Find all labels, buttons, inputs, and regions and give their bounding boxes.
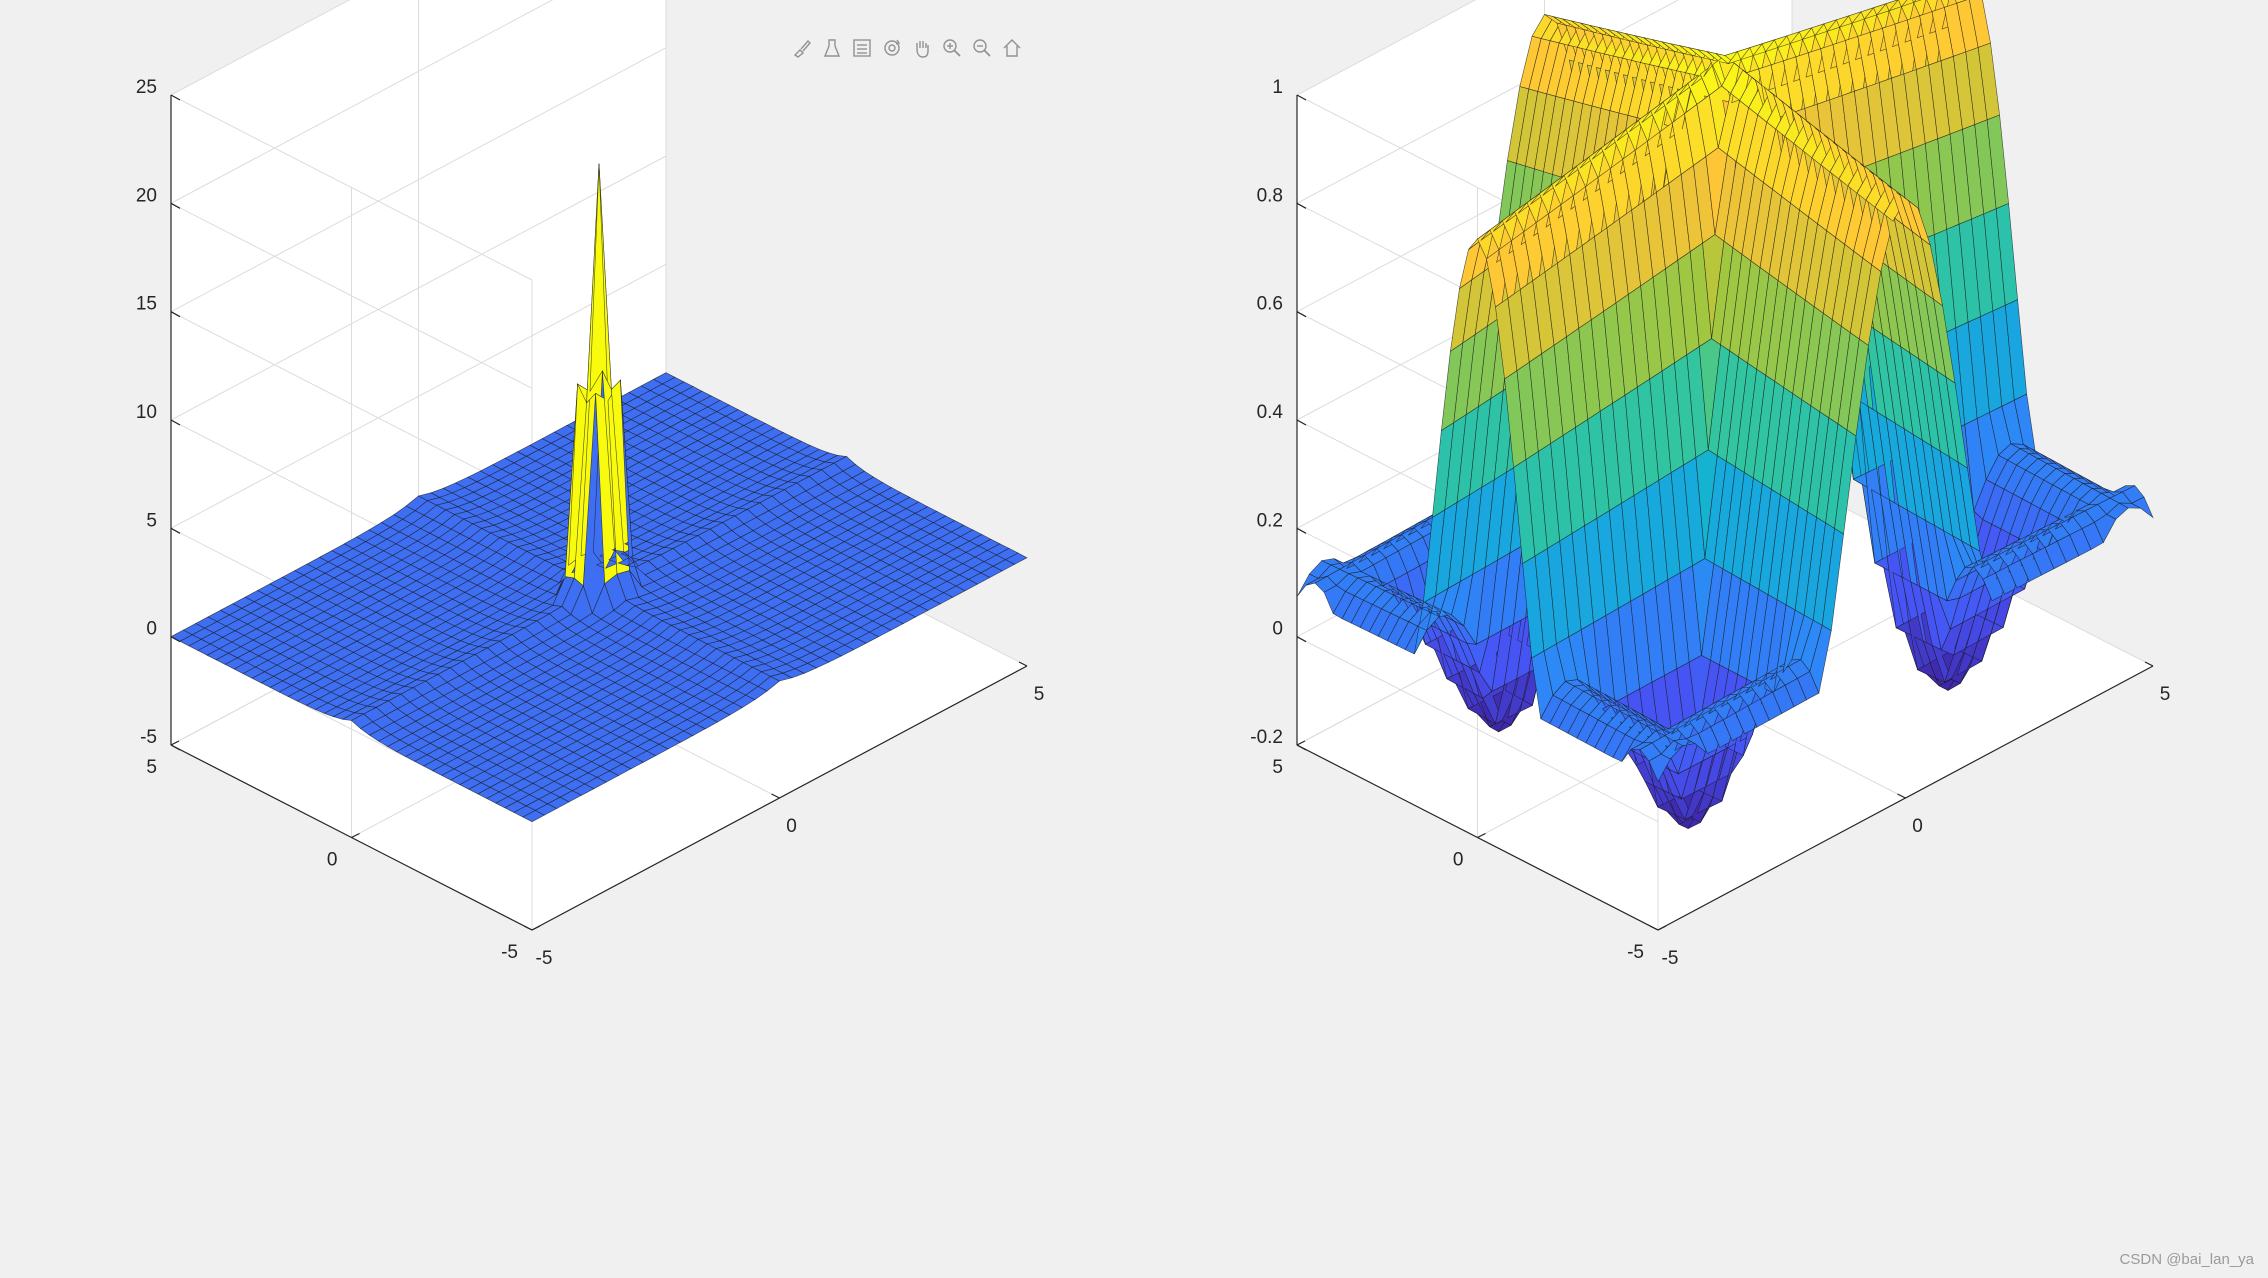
y-tick-label: -5 xyxy=(1627,942,1644,963)
y-tick-mark xyxy=(1657,925,1667,931)
y-tick-label: -5 xyxy=(501,942,518,963)
y-tick-mark xyxy=(351,832,360,839)
z-tick-label: 0.4 xyxy=(1257,402,1284,423)
x-tick-mark xyxy=(2144,661,2154,667)
y-tick-label: 0 xyxy=(1453,850,1464,871)
y-tick-label: 5 xyxy=(146,757,157,778)
z-tick-mark xyxy=(1296,311,1307,318)
z-tick-mark xyxy=(170,419,181,426)
surface-mesh xyxy=(1296,0,2154,830)
z-tick-label: 0 xyxy=(1272,619,1283,640)
z-tick-mark xyxy=(170,94,181,101)
left-surface-axes[interactable]: -5 0 5 -5 0 5 -5 0 5 10 15 20 25 xyxy=(136,0,1044,969)
x-tick-label: 5 xyxy=(2160,684,2171,705)
surface-face xyxy=(1004,552,1028,565)
z-tick-label: 15 xyxy=(136,294,157,315)
z-tick-label: 10 xyxy=(136,402,157,423)
x-tick-label: -5 xyxy=(1662,948,1679,969)
x-tick-label: 0 xyxy=(1912,816,1923,837)
z-tick-mark xyxy=(1296,419,1307,426)
z-tick-label: -0.2 xyxy=(1250,727,1283,748)
x-tick-mark xyxy=(771,793,780,799)
z-tick-label: 25 xyxy=(136,77,157,98)
surface-face xyxy=(1913,0,1922,3)
x-tick-label: -5 xyxy=(536,948,553,969)
z-tick-mark xyxy=(170,311,181,318)
zoom-out-icon[interactable] xyxy=(970,36,994,60)
z-tick-label: 0 xyxy=(146,619,157,640)
x-tick-mark xyxy=(1649,925,1659,931)
right-surface-axes[interactable]: -5 0 5 -5 0 5 -0.2 0 0.2 0.4 0.6 0.8 1 xyxy=(1250,0,2170,969)
surface-face xyxy=(2130,496,2154,519)
z-tick-mark xyxy=(1296,636,1307,643)
z-tick-label: 0.6 xyxy=(1257,294,1283,315)
rotate-3d-icon[interactable] xyxy=(880,36,904,60)
watermark-text: CSDN @bai_lan_ya xyxy=(2119,1251,2254,1268)
z-tick-label: 5 xyxy=(146,510,157,531)
z-tick-mark xyxy=(1296,94,1307,101)
z-tick-mark xyxy=(170,744,181,751)
z-tick-label: -5 xyxy=(140,727,157,748)
brush-icon[interactable] xyxy=(790,36,814,60)
x-tick-label: 5 xyxy=(1034,684,1045,705)
x-tick-mark xyxy=(1018,661,1028,667)
surface-mesh xyxy=(170,163,1028,823)
z-tick-mark xyxy=(170,636,181,643)
y-tick-mark xyxy=(1477,832,1486,839)
z-tick-label: 0.2 xyxy=(1257,510,1283,531)
y-tick-label: 0 xyxy=(327,850,338,871)
zoom-in-icon[interactable] xyxy=(940,36,964,60)
x-tick-label: 0 xyxy=(786,816,797,837)
z-tick-label: 20 xyxy=(136,185,157,206)
y-tick-mark xyxy=(1296,740,1306,746)
z-tick-mark xyxy=(170,527,181,534)
axes-toolbar xyxy=(790,36,1024,66)
z-tick-mark xyxy=(1296,202,1307,209)
z-tick-mark xyxy=(1296,527,1307,534)
legend-icon[interactable] xyxy=(850,36,874,60)
x-tick-mark xyxy=(523,925,533,931)
z-tick-mark xyxy=(170,202,181,209)
y-tick-mark xyxy=(531,925,541,931)
x-tick-mark xyxy=(1897,793,1906,799)
pan-icon[interactable] xyxy=(910,36,934,60)
z-tick-mark xyxy=(1296,744,1307,751)
z-tick-label: 1 xyxy=(1272,77,1283,98)
home-icon[interactable] xyxy=(1000,36,1024,60)
z-tick-label: 0.8 xyxy=(1257,185,1283,206)
y-tick-mark xyxy=(170,740,180,746)
y-tick-label: 5 xyxy=(1272,757,1283,778)
data-tip-icon[interactable] xyxy=(820,36,844,60)
